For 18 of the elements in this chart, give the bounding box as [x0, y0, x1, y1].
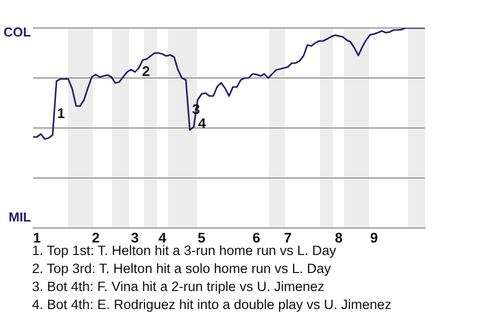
x-tick-label: 2: [92, 229, 100, 246]
text: MIL: [8, 210, 32, 225]
x-tick-label: 5: [198, 229, 206, 246]
x-tick-label: 7: [284, 229, 292, 246]
x-tick-label: 6: [252, 229, 261, 246]
annotation: 2: [142, 62, 150, 79]
x-tick-label: 9: [370, 229, 378, 246]
x-tick-label: 4: [158, 229, 166, 246]
text: 4. Bot 4th: E. Rodriguez hit into a double play vs U. Jimenez: [32, 296, 392, 314]
annotation: 1: [57, 104, 66, 121]
x-tick-label: 1: [33, 229, 42, 246]
annotation: 4: [198, 114, 206, 131]
x-tick-label: 8: [334, 229, 343, 246]
text: 3. Bot 4th: F. Vina hit a 2-run triple vs U. Jimenez: [32, 278, 326, 296]
x-tick-label: 3: [131, 229, 140, 246]
text: 2. Top 3rd: T. Helton hit a solo home run vs L. Day: [32, 260, 332, 278]
text: COL: [4, 24, 32, 40]
text: 1. Top 1st: T. Helton hit a 3-run home run vs L. Day: [32, 243, 336, 258]
